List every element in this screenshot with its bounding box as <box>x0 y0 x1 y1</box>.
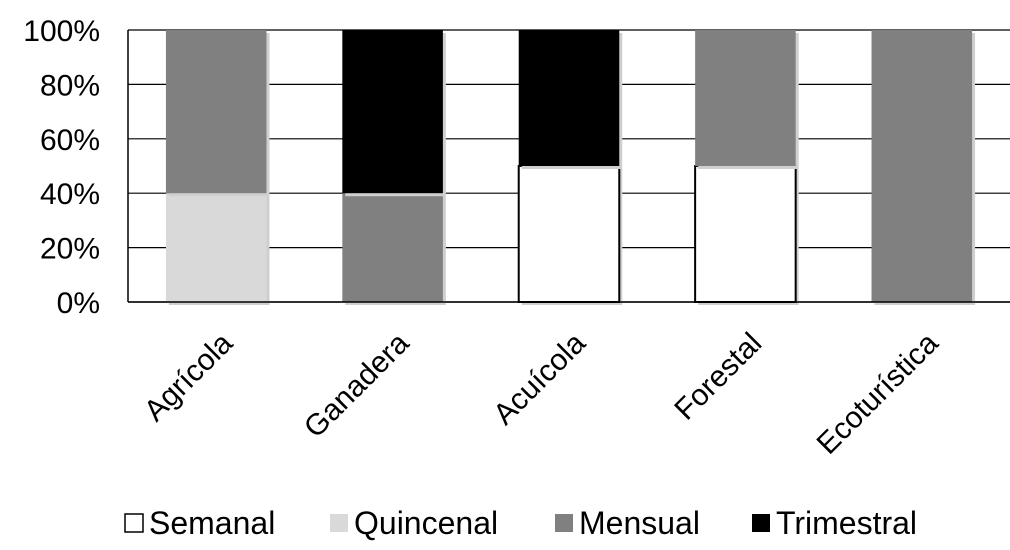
legend-swatch-quincenal <box>330 514 348 532</box>
y-tick-labels: 0% 20% 40% 60% 80% 100% <box>23 15 100 320</box>
y-tick-label: 0% <box>57 287 100 320</box>
bar-segment-mensual <box>342 193 443 302</box>
bar-segment-mensual <box>871 30 973 302</box>
x-category-label: Forestal <box>668 327 768 427</box>
legend-swatch-semanal <box>124 513 144 533</box>
bar-segment-trimestral <box>342 30 443 194</box>
legend-label-trimestral: Trimestral <box>776 505 917 541</box>
axes <box>127 30 1010 303</box>
y-tick-label: 20% <box>40 233 100 266</box>
x-category-label: Ecoturística <box>811 326 945 460</box>
bars <box>165 30 976 305</box>
bar-segment-semanal <box>694 165 797 303</box>
legend-swatch-trimestral <box>752 514 770 532</box>
bar-segment-mensual <box>165 30 267 194</box>
legend-label-mensual: Mensual <box>579 505 700 541</box>
bar-segment-mensual <box>695 30 796 166</box>
legend-label-semanal: Semanal <box>149 505 275 541</box>
y-tick-label: 100% <box>23 15 100 48</box>
y-tick-label: 60% <box>40 124 100 157</box>
bar-segment-quincenal <box>165 193 267 302</box>
y-tick-label: 40% <box>40 178 100 211</box>
y-tick-label: 80% <box>40 69 100 102</box>
bar-segment-semanal <box>517 165 621 303</box>
x-category-label: Ganadera <box>298 326 416 444</box>
x-category-label: Agrícola <box>138 326 239 427</box>
bar-segment-trimestral <box>518 30 620 166</box>
legend-swatch-mensual <box>555 514 573 532</box>
legend: Semanal Quincenal Mensual Trimestral <box>124 505 917 541</box>
x-category-labels: Agrícola Ganadera Acuícola Forestal Ecoturís… <box>138 326 945 460</box>
x-category-label: Acuícola <box>487 326 592 431</box>
legend-label-quincenal: Quincenal <box>354 505 498 541</box>
